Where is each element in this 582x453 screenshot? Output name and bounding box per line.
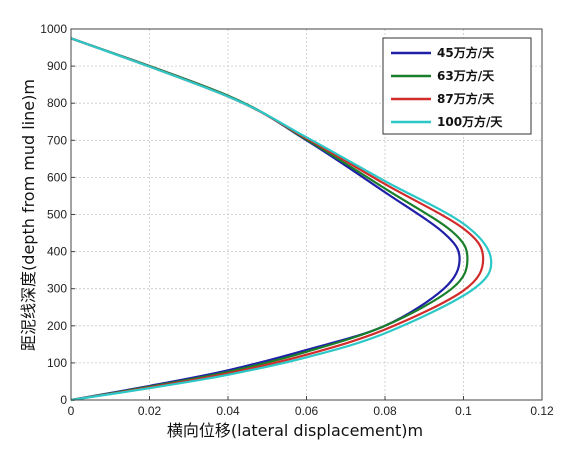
y-tick-label: 300 xyxy=(47,282,67,296)
legend-label-87: 87万方/天 xyxy=(437,91,495,106)
y-tick-label: 1000 xyxy=(40,22,67,36)
y-axis-label: 距泥线深度(depth from mud line)m xyxy=(19,79,38,351)
legend-item-100: 100万方/天 xyxy=(391,114,503,129)
y-tick-label: 600 xyxy=(47,170,67,184)
x-tick-label: 0.1 xyxy=(455,404,472,418)
legend-item-45: 45万方/天 xyxy=(391,45,495,60)
x-tick-label: 0.04 xyxy=(216,404,240,418)
x-axis-label: 横向位移(lateral displacement)m xyxy=(167,421,423,440)
y-tick-label: 100 xyxy=(47,356,67,370)
y-tick-label: 0 xyxy=(60,393,67,407)
y-tick-label: 500 xyxy=(47,208,67,222)
x-tick-label: 0 xyxy=(68,404,75,418)
legend-item-63: 63万方/天 xyxy=(391,68,495,83)
y-tick-label: 800 xyxy=(47,96,67,110)
series-line-100 xyxy=(70,37,493,402)
legend-label-100: 100万方/天 xyxy=(437,114,503,129)
legend-item-87: 87万方/天 xyxy=(391,91,495,106)
legend-label-63: 63万方/天 xyxy=(437,68,495,83)
x-ticks: 0 0.02 0.04 0.06 0.08 0.1 0.12 xyxy=(68,396,554,418)
y-tick-label: 200 xyxy=(47,319,67,333)
y-ticks: 0 100 200 300 400 500 600 700 800 900 1000 xyxy=(40,22,75,407)
x-tick-label: 0.08 xyxy=(373,404,397,418)
legend: 45万方/天 63万方/天 87万方/天 100万方/天 xyxy=(382,37,532,135)
legend-label-45: 45万方/天 xyxy=(437,45,495,60)
y-tick-label: 400 xyxy=(47,245,67,259)
x-tick-label: 0.12 xyxy=(530,404,554,418)
y-tick-label: 900 xyxy=(47,59,67,73)
series-lines xyxy=(70,37,493,402)
x-tick-label: 0.02 xyxy=(138,404,162,418)
x-tick-label: 0.06 xyxy=(295,404,319,418)
y-tick-label: 700 xyxy=(47,133,67,147)
